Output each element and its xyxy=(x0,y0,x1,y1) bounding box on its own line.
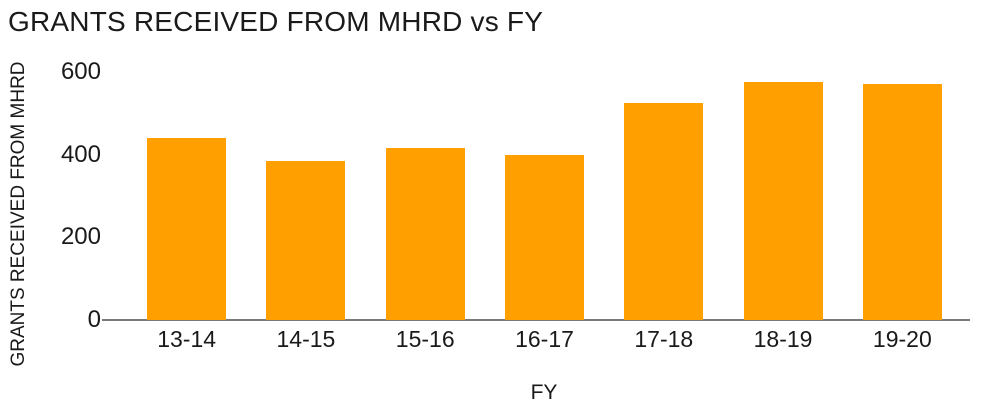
bar-18-19 xyxy=(743,82,823,320)
x-tick-label-15-16: 15-16 xyxy=(395,326,455,352)
y-tick-label-0: 0 xyxy=(87,306,101,333)
bar-15-16 xyxy=(385,148,465,320)
x-tick-label-18-19: 18-19 xyxy=(753,326,813,352)
x-tick-label-17-18: 17-18 xyxy=(634,326,694,352)
y-tick-label-200: 200 xyxy=(60,223,101,251)
x-tick-label-19-20: 19-20 xyxy=(872,326,932,352)
bar-17-18 xyxy=(624,103,704,320)
bar-14-15 xyxy=(266,160,346,320)
x-axis-label: FY xyxy=(530,381,558,404)
x-tick-label-16-17: 16-17 xyxy=(515,326,574,352)
y-tick-label-600: 600 xyxy=(60,58,101,85)
bar-16-17 xyxy=(505,154,584,320)
x-tick-label-14-15: 14-15 xyxy=(276,326,336,352)
bar-19-20 xyxy=(862,84,942,320)
x-axis-line xyxy=(102,319,970,321)
y-tick-label-400: 400 xyxy=(60,140,101,168)
x-tick-label-13-14: 13-14 xyxy=(157,326,217,352)
bar-13-14 xyxy=(147,138,227,320)
chart-title: GRANTS RECEIVED FROM MHRD vs FY xyxy=(8,6,544,37)
